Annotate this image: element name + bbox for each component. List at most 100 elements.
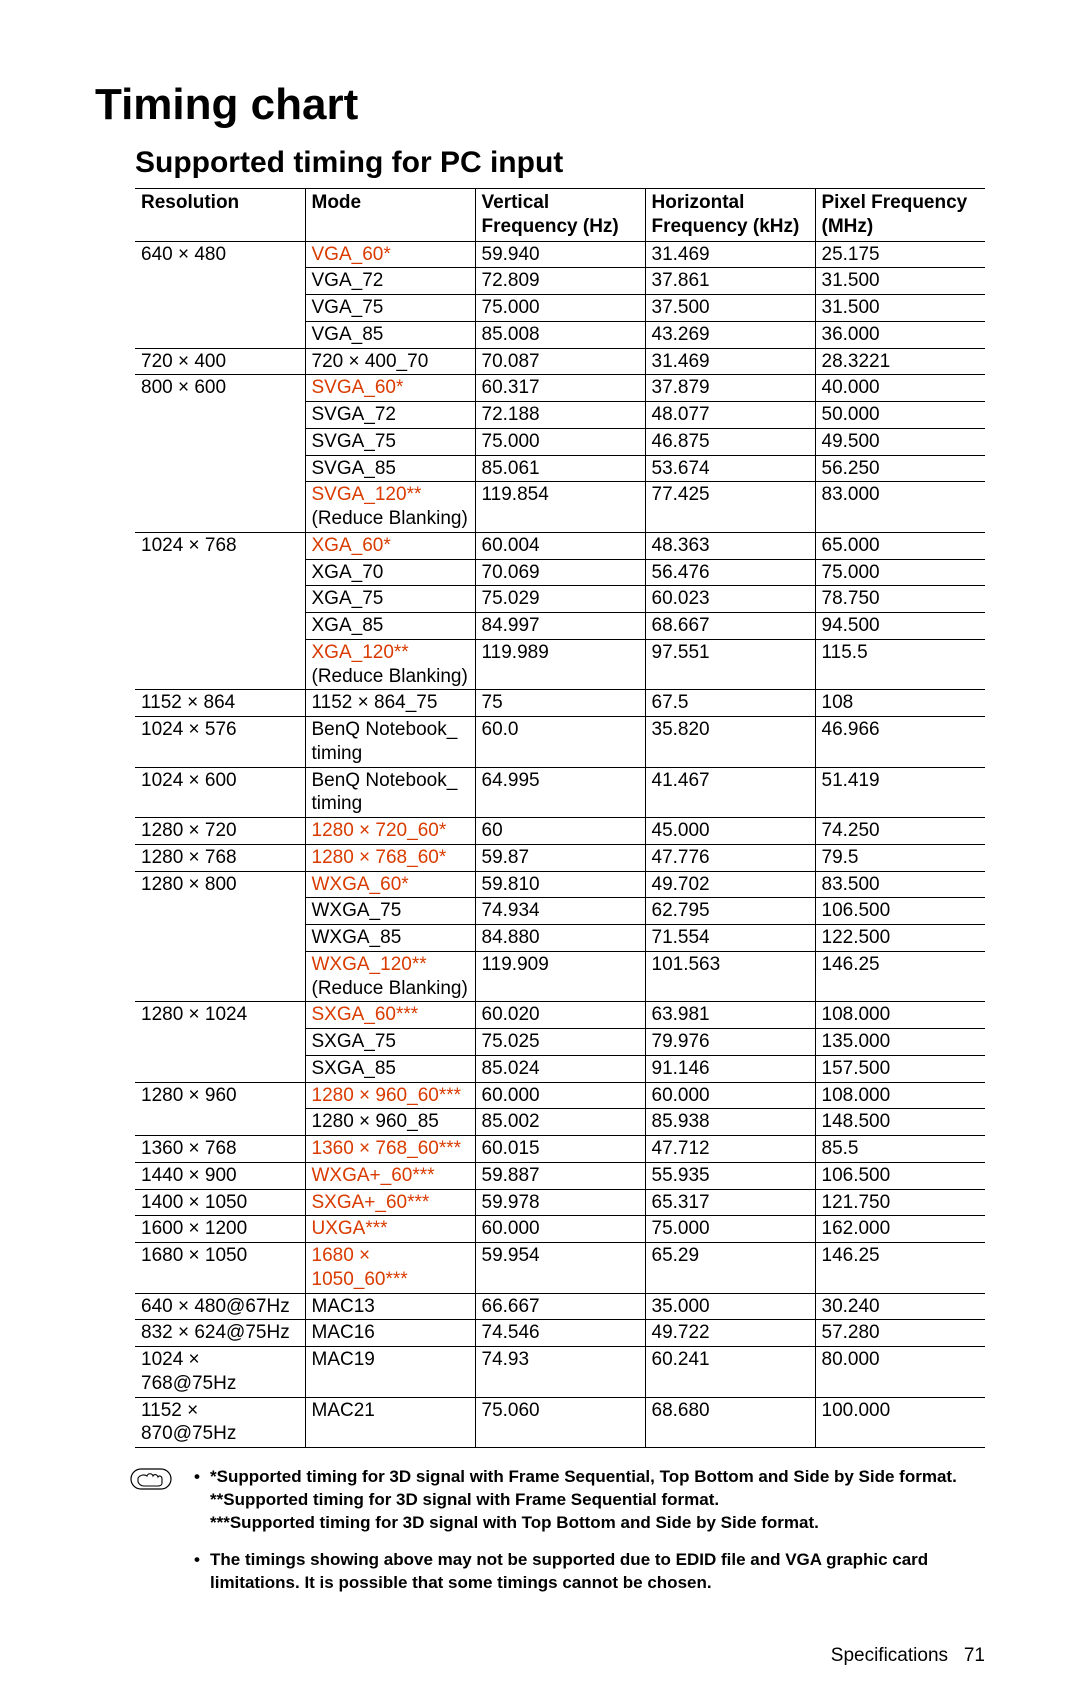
table-row: SVGA_8585.06153.67456.250	[135, 455, 985, 482]
cell-pfreq: 148.500	[815, 1109, 985, 1136]
cell-mode: WXGA_75	[305, 898, 475, 925]
cell-vfreq: 70.087	[475, 348, 645, 375]
cell-hfreq: 56.476	[645, 559, 815, 586]
cell-pfreq: 94.500	[815, 613, 985, 640]
footnote-text: The timings showing above may not be sup…	[210, 1550, 928, 1592]
cell-mode: VGA_85	[305, 321, 475, 348]
page: Timing chart Supported timing for PC inp…	[0, 0, 1080, 1707]
cell-pfreq: 74.250	[815, 818, 985, 845]
table-row: 1600 × 1200UXGA***60.00075.000162.000	[135, 1216, 985, 1243]
col-hfreq: Horizontal Frequency (kHz)	[645, 189, 815, 242]
cell-mode: SVGA_120** (Reduce Blanking)	[305, 482, 475, 533]
cell-pfreq: 146.25	[815, 951, 985, 1002]
cell-hfreq: 91.146	[645, 1055, 815, 1082]
cell-resolution	[135, 482, 305, 533]
cell-resolution	[135, 455, 305, 482]
cell-hfreq: 60.000	[645, 1082, 815, 1109]
cell-pfreq: 49.500	[815, 428, 985, 455]
section-title: Supported timing for PC input	[135, 146, 985, 180]
page-footer: Specifications 71	[95, 1645, 985, 1667]
cell-resolution	[135, 586, 305, 613]
cell-pfreq: 80.000	[815, 1347, 985, 1398]
cell-hfreq: 45.000	[645, 818, 815, 845]
cell-resolution	[135, 1029, 305, 1056]
cell-hfreq: 67.5	[645, 690, 815, 717]
cell-mode: 1280 × 960_85	[305, 1109, 475, 1136]
table-row: 1360 × 7681360 × 768_60***60.01547.71285…	[135, 1136, 985, 1163]
cell-mode: SVGA_75	[305, 428, 475, 455]
cell-vfreq: 59.954	[475, 1243, 645, 1294]
cell-hfreq: 41.467	[645, 767, 815, 818]
cell-mode: MAC21	[305, 1397, 475, 1448]
table-row: 1024 × 768@75HzMAC1974.9360.24180.000	[135, 1347, 985, 1398]
col-pfreq: Pixel Frequency (MHz)	[815, 189, 985, 242]
cell-mode: XGA_70	[305, 559, 475, 586]
table-row: 1024 × 576BenQ Notebook_ timing60.035.82…	[135, 717, 985, 768]
cell-hfreq: 37.500	[645, 295, 815, 322]
cell-pfreq: 108.000	[815, 1082, 985, 1109]
cell-pfreq: 115.5	[815, 639, 985, 690]
cell-mode: SXGA+_60***	[305, 1189, 475, 1216]
cell-mode: SVGA_85	[305, 455, 475, 482]
cell-mode: 1280 × 960_60***	[305, 1082, 475, 1109]
cell-vfreq: 75.029	[475, 586, 645, 613]
cell-pfreq: 106.500	[815, 1162, 985, 1189]
cell-pfreq: 56.250	[815, 455, 985, 482]
cell-mode: 1280 × 720_60*	[305, 818, 475, 845]
cell-vfreq: 119.909	[475, 951, 645, 1002]
cell-vfreq: 60.317	[475, 375, 645, 402]
table-row: WXGA_8584.88071.554122.500	[135, 925, 985, 952]
cell-resolution: 1024 × 600	[135, 767, 305, 818]
cell-vfreq: 75.000	[475, 295, 645, 322]
cell-resolution: 1280 × 768	[135, 844, 305, 871]
cell-mode: 1280 × 768_60*	[305, 844, 475, 871]
table-row: 1280 × 1024SXGA_60***60.02063.981108.000	[135, 1002, 985, 1029]
cell-resolution	[135, 613, 305, 640]
cell-vfreq: 74.546	[475, 1320, 645, 1347]
cell-resolution	[135, 1055, 305, 1082]
footnote-text: **Supported timing for 3D signal with Fr…	[210, 1490, 719, 1509]
footnotes: • *Supported timing for 3D signal with F…	[180, 1466, 985, 1595]
cell-hfreq: 97.551	[645, 639, 815, 690]
cell-vfreq: 60.004	[475, 532, 645, 559]
cell-mode: 1360 × 768_60***	[305, 1136, 475, 1163]
cell-resolution: 1440 × 900	[135, 1162, 305, 1189]
cell-resolution: 720 × 400	[135, 348, 305, 375]
table-row: WXGA_120** (Reduce Blanking)119.909101.5…	[135, 951, 985, 1002]
cell-hfreq: 31.469	[645, 348, 815, 375]
table-row: SVGA_120** (Reduce Blanking)119.85477.42…	[135, 482, 985, 533]
cell-pfreq: 135.000	[815, 1029, 985, 1056]
cell-vfreq: 60.0	[475, 717, 645, 768]
cell-mode: XGA_120** (Reduce Blanking)	[305, 639, 475, 690]
cell-vfreq: 59.978	[475, 1189, 645, 1216]
cell-vfreq: 64.995	[475, 767, 645, 818]
cell-vfreq: 66.667	[475, 1293, 645, 1320]
cell-hfreq: 35.820	[645, 717, 815, 768]
cell-resolution: 1280 × 720	[135, 818, 305, 845]
cell-pfreq: 121.750	[815, 1189, 985, 1216]
table-row: SXGA_7575.02579.976135.000	[135, 1029, 985, 1056]
cell-resolution	[135, 428, 305, 455]
cell-pfreq: 50.000	[815, 402, 985, 429]
cell-resolution: 832 × 624@75Hz	[135, 1320, 305, 1347]
cell-vfreq: 85.008	[475, 321, 645, 348]
table-row: 720 × 400720 × 400_7070.08731.46928.3221	[135, 348, 985, 375]
cell-vfreq: 70.069	[475, 559, 645, 586]
cell-mode: BenQ Notebook_ timing	[305, 767, 475, 818]
cell-vfreq: 119.854	[475, 482, 645, 533]
cell-pfreq: 108	[815, 690, 985, 717]
cell-hfreq: 37.861	[645, 268, 815, 295]
table-row: 1440 × 900WXGA+_60***59.88755.935106.500	[135, 1162, 985, 1189]
cell-pfreq: 106.500	[815, 898, 985, 925]
cell-hfreq: 49.722	[645, 1320, 815, 1347]
cell-pfreq: 122.500	[815, 925, 985, 952]
cell-mode: MAC13	[305, 1293, 475, 1320]
cell-vfreq: 84.997	[475, 613, 645, 640]
table-row: SVGA_7272.18848.07750.000	[135, 402, 985, 429]
cell-mode: XGA_60*	[305, 532, 475, 559]
cell-vfreq: 59.940	[475, 241, 645, 268]
cell-resolution: 1152 × 864	[135, 690, 305, 717]
cell-vfreq: 85.061	[475, 455, 645, 482]
cell-vfreq: 59.887	[475, 1162, 645, 1189]
cell-vfreq: 119.989	[475, 639, 645, 690]
